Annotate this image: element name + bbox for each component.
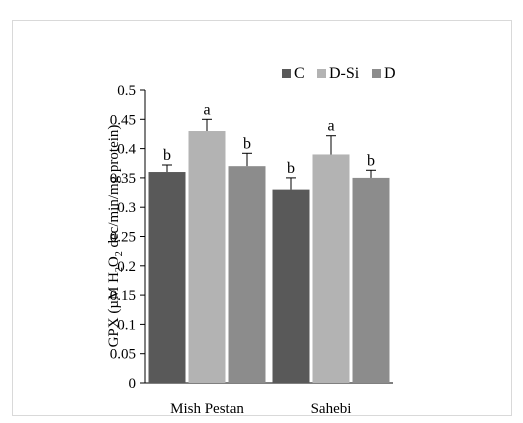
significance-letter: a (327, 118, 334, 135)
y-tick-label: 0.2 (117, 259, 136, 275)
y-tick-label: 0 (129, 376, 137, 392)
y-axis-label: GPX (µM H2O2 dec/min/mg protein) (106, 125, 125, 348)
bar-d-si-0 (188, 131, 226, 383)
y-label-post: dec/min/mg protein) (106, 125, 122, 252)
bars-group: b a b b a b (148, 101, 390, 383)
legend-label-d: D (384, 65, 396, 82)
legend-swatch-c (282, 69, 291, 78)
bar-d-1 (352, 177, 390, 383)
legend-label-c: C (294, 65, 305, 82)
legend-swatch-d (372, 69, 381, 78)
y-tick-label: 0.25 (110, 230, 136, 246)
y-label-sub2: 2 (114, 251, 125, 256)
y-axis-ticks: 0 0.05 0.1 0.15 0.2 0.25 0.3 0.35 0.4 0.45 0.5 (110, 83, 145, 392)
y-label-sub1: 2 (114, 267, 125, 272)
bar-d-si-1 (312, 154, 350, 383)
y-label-pre: GPX (µM H (106, 272, 122, 347)
significance-letter: b (163, 147, 171, 164)
y-tick-label: 0.15 (110, 288, 136, 304)
y-label-mid: O (106, 256, 122, 267)
significance-letter: b (243, 135, 251, 152)
legend-swatch-d-si (317, 69, 326, 78)
y-tick-label: 0.05 (110, 347, 136, 363)
significance-letter: b (367, 152, 375, 169)
bar-d-0 (228, 166, 266, 383)
y-tick-label: 0.1 (117, 317, 136, 333)
x-category-label: Sahebi (311, 401, 352, 417)
significance-letter: a (203, 101, 210, 118)
bar-c-1 (272, 189, 310, 383)
bar-c-0 (148, 172, 186, 383)
y-tick-label: 0.5 (117, 83, 136, 99)
y-tick-label: 0.4 (117, 142, 136, 158)
x-axis-labels: Mish Pestan Sahebi (170, 401, 351, 417)
significance-letter: b (287, 160, 295, 177)
x-category-label: Mish Pestan (170, 401, 244, 417)
legend-label-d-si: D-Si (329, 65, 360, 82)
y-tick-label: 0.45 (110, 112, 136, 128)
y-tick-label: 0.35 (110, 171, 136, 187)
legend: C D-Si D (282, 65, 396, 82)
y-tick-label: 0.3 (117, 200, 136, 216)
